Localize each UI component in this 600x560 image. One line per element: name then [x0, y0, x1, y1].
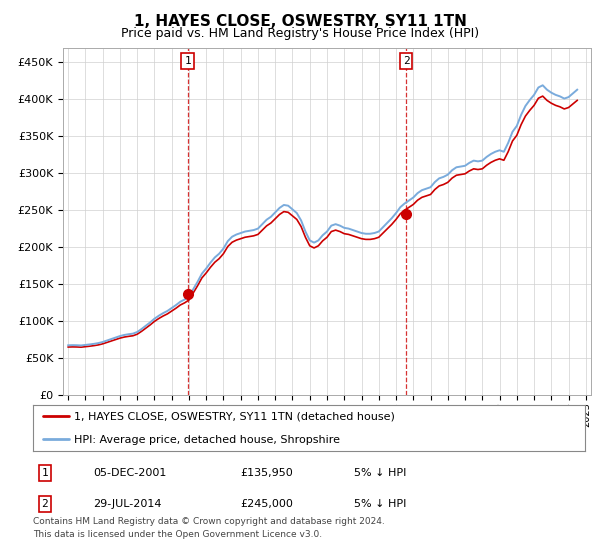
- Text: 2: 2: [403, 56, 409, 66]
- Text: 1, HAYES CLOSE, OSWESTRY, SY11 1TN: 1, HAYES CLOSE, OSWESTRY, SY11 1TN: [134, 14, 466, 29]
- Text: 1: 1: [41, 468, 49, 478]
- Text: £245,000: £245,000: [240, 499, 293, 509]
- Text: 29-JUL-2014: 29-JUL-2014: [93, 499, 161, 509]
- Text: £135,950: £135,950: [240, 468, 293, 478]
- Text: 5% ↓ HPI: 5% ↓ HPI: [354, 468, 406, 478]
- Text: This data is licensed under the Open Government Licence v3.0.: This data is licensed under the Open Gov…: [33, 530, 322, 539]
- Text: 05-DEC-2001: 05-DEC-2001: [93, 468, 166, 478]
- Text: Price paid vs. HM Land Registry's House Price Index (HPI): Price paid vs. HM Land Registry's House …: [121, 27, 479, 40]
- Text: 5% ↓ HPI: 5% ↓ HPI: [354, 499, 406, 509]
- Text: HPI: Average price, detached house, Shropshire: HPI: Average price, detached house, Shro…: [74, 435, 340, 445]
- Text: 1, HAYES CLOSE, OSWESTRY, SY11 1TN (detached house): 1, HAYES CLOSE, OSWESTRY, SY11 1TN (deta…: [74, 412, 395, 422]
- Text: Contains HM Land Registry data © Crown copyright and database right 2024.: Contains HM Land Registry data © Crown c…: [33, 517, 385, 526]
- Text: 1: 1: [184, 56, 191, 66]
- Text: 2: 2: [41, 499, 49, 509]
